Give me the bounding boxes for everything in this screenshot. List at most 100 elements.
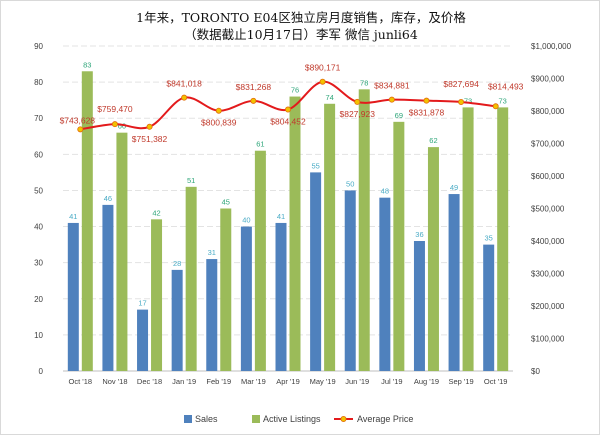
x-axis-tick: May '19 <box>310 377 336 386</box>
sales-data-label: 17 <box>138 299 146 308</box>
x-axis-tick: Oct '18 <box>69 377 93 386</box>
active-listings-data-label: 73 <box>499 96 507 105</box>
sales-bar <box>206 259 218 371</box>
sales-bar <box>448 194 460 371</box>
average-price-data-label: $827,694 <box>443 79 479 89</box>
sales-data-label: 31 <box>208 248 216 257</box>
left-axis-tick: 50 <box>34 186 43 195</box>
sales-bar <box>240 226 252 371</box>
active-listings-data-label: 69 <box>395 111 403 120</box>
right-axis-tick: $600,000 <box>531 172 565 181</box>
average-price-data-label: $831,878 <box>409 108 445 118</box>
sales-bar <box>379 197 391 371</box>
legend-marker-average-price <box>340 415 347 422</box>
sales-data-label: 55 <box>311 161 319 170</box>
average-price-marker <box>111 121 118 128</box>
x-axis-tick: Oct '19 <box>484 377 508 386</box>
x-axis-tick: Mar '19 <box>241 377 266 386</box>
average-price-data-label: $800,839 <box>201 118 237 128</box>
sales-bar <box>483 244 495 371</box>
left-axis-tick: 0 <box>39 367 44 376</box>
average-price-marker <box>146 123 153 130</box>
sales-data-label: 36 <box>415 230 423 239</box>
right-axis-tick: $500,000 <box>531 205 565 214</box>
sales-data-label: 48 <box>381 187 389 196</box>
sales-data-label: 28 <box>173 259 181 268</box>
active-listings-data-label: 78 <box>360 78 368 87</box>
average-price-data-label: $814,493 <box>488 81 524 91</box>
sales-bar <box>67 222 79 371</box>
active-listings-data-label: 74 <box>325 93 333 102</box>
right-axis-tick: $300,000 <box>531 270 565 279</box>
right-axis-tick: $200,000 <box>531 302 565 311</box>
average-price-data-label: $751,382 <box>132 134 168 144</box>
x-axis-tick: Jul '19 <box>381 377 402 386</box>
legend-swatch-active-listings <box>252 415 260 423</box>
active-listings-data-label: 66 <box>118 122 126 131</box>
active-listings-data-label: 83 <box>83 60 91 69</box>
average-price-marker <box>492 103 499 110</box>
right-axis-tick: $100,000 <box>531 335 565 344</box>
active-listings-bar <box>497 107 509 371</box>
legend-swatch-sales <box>184 415 192 423</box>
active-listings-bar <box>81 71 93 372</box>
active-listings-bar <box>358 89 370 371</box>
left-axis-tick: 40 <box>34 223 43 232</box>
x-axis-tick: Apr '19 <box>276 377 300 386</box>
average-price-marker <box>250 97 257 104</box>
active-listings-bar <box>254 150 266 371</box>
legend-label-active-listings: Active Listings <box>263 414 321 424</box>
active-listings-bar <box>185 186 197 371</box>
sales-bar <box>275 222 287 371</box>
right-axis-tick: $900,000 <box>531 75 565 84</box>
left-axis-tick: 70 <box>34 114 43 123</box>
active-listings-data-label: 51 <box>187 176 195 185</box>
left-axis-tick: 80 <box>34 78 43 87</box>
active-listings-data-label: 61 <box>256 140 264 149</box>
average-price-data-label: $841,018 <box>166 79 202 89</box>
chart-title-line1: 1年来，TORONTO E04区独立房月度销售，库存，及价格 <box>136 10 466 25</box>
chart-title-line2: （数据截止10月17日）李军 微信 junli64 <box>184 27 418 42</box>
active-listings-data-label: 62 <box>429 136 437 145</box>
average-price-marker <box>284 106 291 113</box>
active-listings-bar <box>220 208 232 371</box>
sales-data-label: 40 <box>242 216 250 225</box>
average-price-data-label: $759,470 <box>97 104 133 114</box>
sales-bar <box>344 190 356 371</box>
average-price-marker <box>215 107 222 114</box>
x-axis-tick: Jun '19 <box>345 377 369 386</box>
sales-data-label: 41 <box>69 212 77 221</box>
average-price-data-label: $834,881 <box>374 81 410 91</box>
average-price-data-label: $804,452 <box>270 117 306 127</box>
right-axis-tick: $1,000,000 <box>531 42 572 51</box>
active-listings-bar <box>324 103 336 372</box>
x-axis-tick: Nov '18 <box>102 377 127 386</box>
average-price-marker <box>388 96 395 103</box>
sales-data-label: 49 <box>450 183 458 192</box>
right-axis-tick: $800,000 <box>531 107 565 116</box>
average-price-marker <box>354 98 361 105</box>
active-listings-data-label: 76 <box>291 86 299 95</box>
x-axis-tick: Feb '19 <box>206 377 231 386</box>
average-price-marker <box>423 97 430 104</box>
sales-bar <box>137 309 149 371</box>
average-price-marker <box>319 78 326 85</box>
active-listings-data-label: 73 <box>464 96 472 105</box>
average-price-data-label: $890,171 <box>305 63 341 73</box>
legend-label-sales: Sales <box>195 414 218 424</box>
left-axis-tick: 10 <box>34 331 43 340</box>
legend-label-average-price: Average Price <box>357 414 413 424</box>
x-axis-tick: Jan '19 <box>172 377 196 386</box>
right-axis-tick: $700,000 <box>531 140 565 149</box>
sales-data-label: 35 <box>485 234 493 243</box>
active-listings-bar <box>289 96 301 372</box>
sales-data-label: 50 <box>346 179 354 188</box>
sales-data-label: 41 <box>277 212 285 221</box>
active-listings-bar <box>116 132 128 371</box>
active-listings-data-label: 45 <box>222 198 230 207</box>
x-axis-tick: Sep '19 <box>448 377 473 386</box>
sales-bar <box>102 204 114 371</box>
left-axis-tick: 60 <box>34 150 43 159</box>
active-listings-bar <box>427 147 439 371</box>
